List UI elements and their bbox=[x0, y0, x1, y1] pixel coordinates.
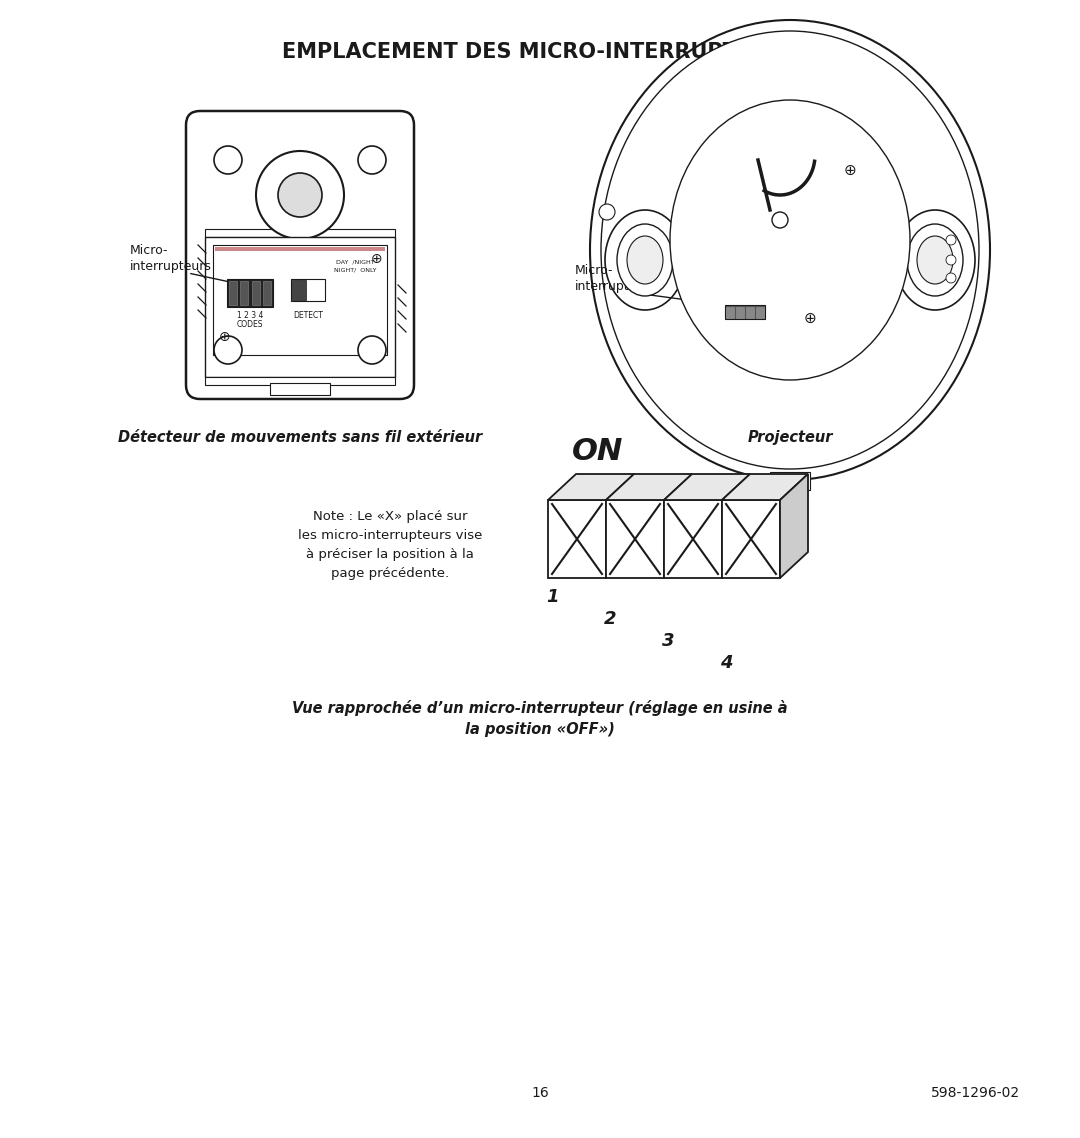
Ellipse shape bbox=[907, 224, 963, 296]
Circle shape bbox=[599, 204, 615, 220]
Text: Note : Le «X» placé sur
les micro-interrupteurs vise
à préciser la position à la: Note : Le «X» placé sur les micro-interr… bbox=[298, 510, 482, 580]
Text: 1: 1 bbox=[545, 588, 558, 607]
Text: ⊕: ⊕ bbox=[804, 311, 816, 325]
Bar bbox=[205, 237, 395, 377]
FancyBboxPatch shape bbox=[186, 112, 414, 399]
Circle shape bbox=[214, 146, 242, 174]
Bar bbox=[205, 377, 395, 385]
Bar bbox=[292, 280, 306, 300]
Text: DETECT: DETECT bbox=[293, 311, 323, 320]
Bar bbox=[746, 306, 754, 318]
Circle shape bbox=[357, 336, 386, 364]
Ellipse shape bbox=[617, 224, 673, 296]
Circle shape bbox=[946, 236, 956, 245]
Ellipse shape bbox=[600, 31, 978, 469]
Bar bbox=[725, 305, 765, 319]
Ellipse shape bbox=[627, 236, 663, 284]
Text: 4: 4 bbox=[719, 654, 732, 673]
Text: DAY  /NIGHT: DAY /NIGHT bbox=[336, 259, 375, 264]
Text: 598-1296-02: 598-1296-02 bbox=[931, 1086, 1020, 1100]
Ellipse shape bbox=[670, 100, 910, 380]
Polygon shape bbox=[664, 475, 750, 500]
Text: ⊕: ⊕ bbox=[372, 251, 382, 266]
Polygon shape bbox=[723, 500, 780, 578]
Bar bbox=[215, 247, 384, 251]
Text: NIGHT/  ONLY: NIGHT/ ONLY bbox=[334, 267, 376, 272]
Bar bbox=[770, 472, 810, 490]
Ellipse shape bbox=[590, 20, 990, 480]
Circle shape bbox=[946, 273, 956, 283]
Polygon shape bbox=[664, 500, 723, 578]
Bar bbox=[229, 281, 237, 305]
Text: 3: 3 bbox=[662, 632, 674, 650]
Text: Projecteur: Projecteur bbox=[747, 430, 833, 445]
Bar bbox=[240, 281, 248, 305]
Circle shape bbox=[357, 146, 386, 174]
Polygon shape bbox=[606, 475, 692, 500]
Bar bbox=[270, 384, 330, 395]
Bar bbox=[205, 229, 395, 237]
Text: ON: ON bbox=[572, 437, 623, 465]
Text: Micro-
interrupteurs: Micro- interrupteurs bbox=[130, 244, 212, 272]
Text: Micro-
interrupteurs: Micro- interrupteurs bbox=[575, 264, 657, 292]
Ellipse shape bbox=[605, 211, 685, 310]
Bar bbox=[252, 281, 259, 305]
Text: Détecteur de mouvements sans fil extérieur: Détecteur de mouvements sans fil extérie… bbox=[118, 430, 482, 445]
Text: 1 2 3 4: 1 2 3 4 bbox=[237, 311, 264, 320]
Bar bbox=[264, 281, 271, 305]
Bar bbox=[735, 306, 744, 318]
Text: 2: 2 bbox=[604, 610, 617, 628]
Polygon shape bbox=[548, 500, 606, 578]
Ellipse shape bbox=[895, 211, 975, 310]
Text: 16: 16 bbox=[531, 1086, 549, 1100]
Bar bbox=[213, 245, 387, 355]
Text: EMPLACEMENT DES MICRO-INTERRUPTEURS: EMPLACEMENT DES MICRO-INTERRUPTEURS bbox=[282, 42, 798, 61]
Circle shape bbox=[772, 212, 788, 228]
Bar bbox=[291, 279, 325, 300]
Polygon shape bbox=[548, 475, 634, 500]
Text: ⊕: ⊕ bbox=[843, 163, 856, 178]
Circle shape bbox=[214, 336, 242, 364]
Bar bbox=[756, 306, 764, 318]
Polygon shape bbox=[723, 475, 808, 500]
Polygon shape bbox=[606, 500, 664, 578]
Circle shape bbox=[946, 255, 956, 265]
Circle shape bbox=[278, 173, 322, 217]
Text: Vue rapprochée d’un micro-interrupteur (réglage en usine à
la position «OFF»): Vue rapprochée d’un micro-interrupteur (… bbox=[293, 700, 787, 737]
Polygon shape bbox=[780, 475, 808, 578]
Text: CODES: CODES bbox=[237, 320, 264, 329]
Circle shape bbox=[256, 151, 345, 239]
Bar bbox=[726, 306, 734, 318]
Bar bbox=[282, 221, 318, 231]
Bar bbox=[227, 279, 273, 307]
Ellipse shape bbox=[917, 236, 953, 284]
Text: ⊕: ⊕ bbox=[219, 330, 231, 344]
